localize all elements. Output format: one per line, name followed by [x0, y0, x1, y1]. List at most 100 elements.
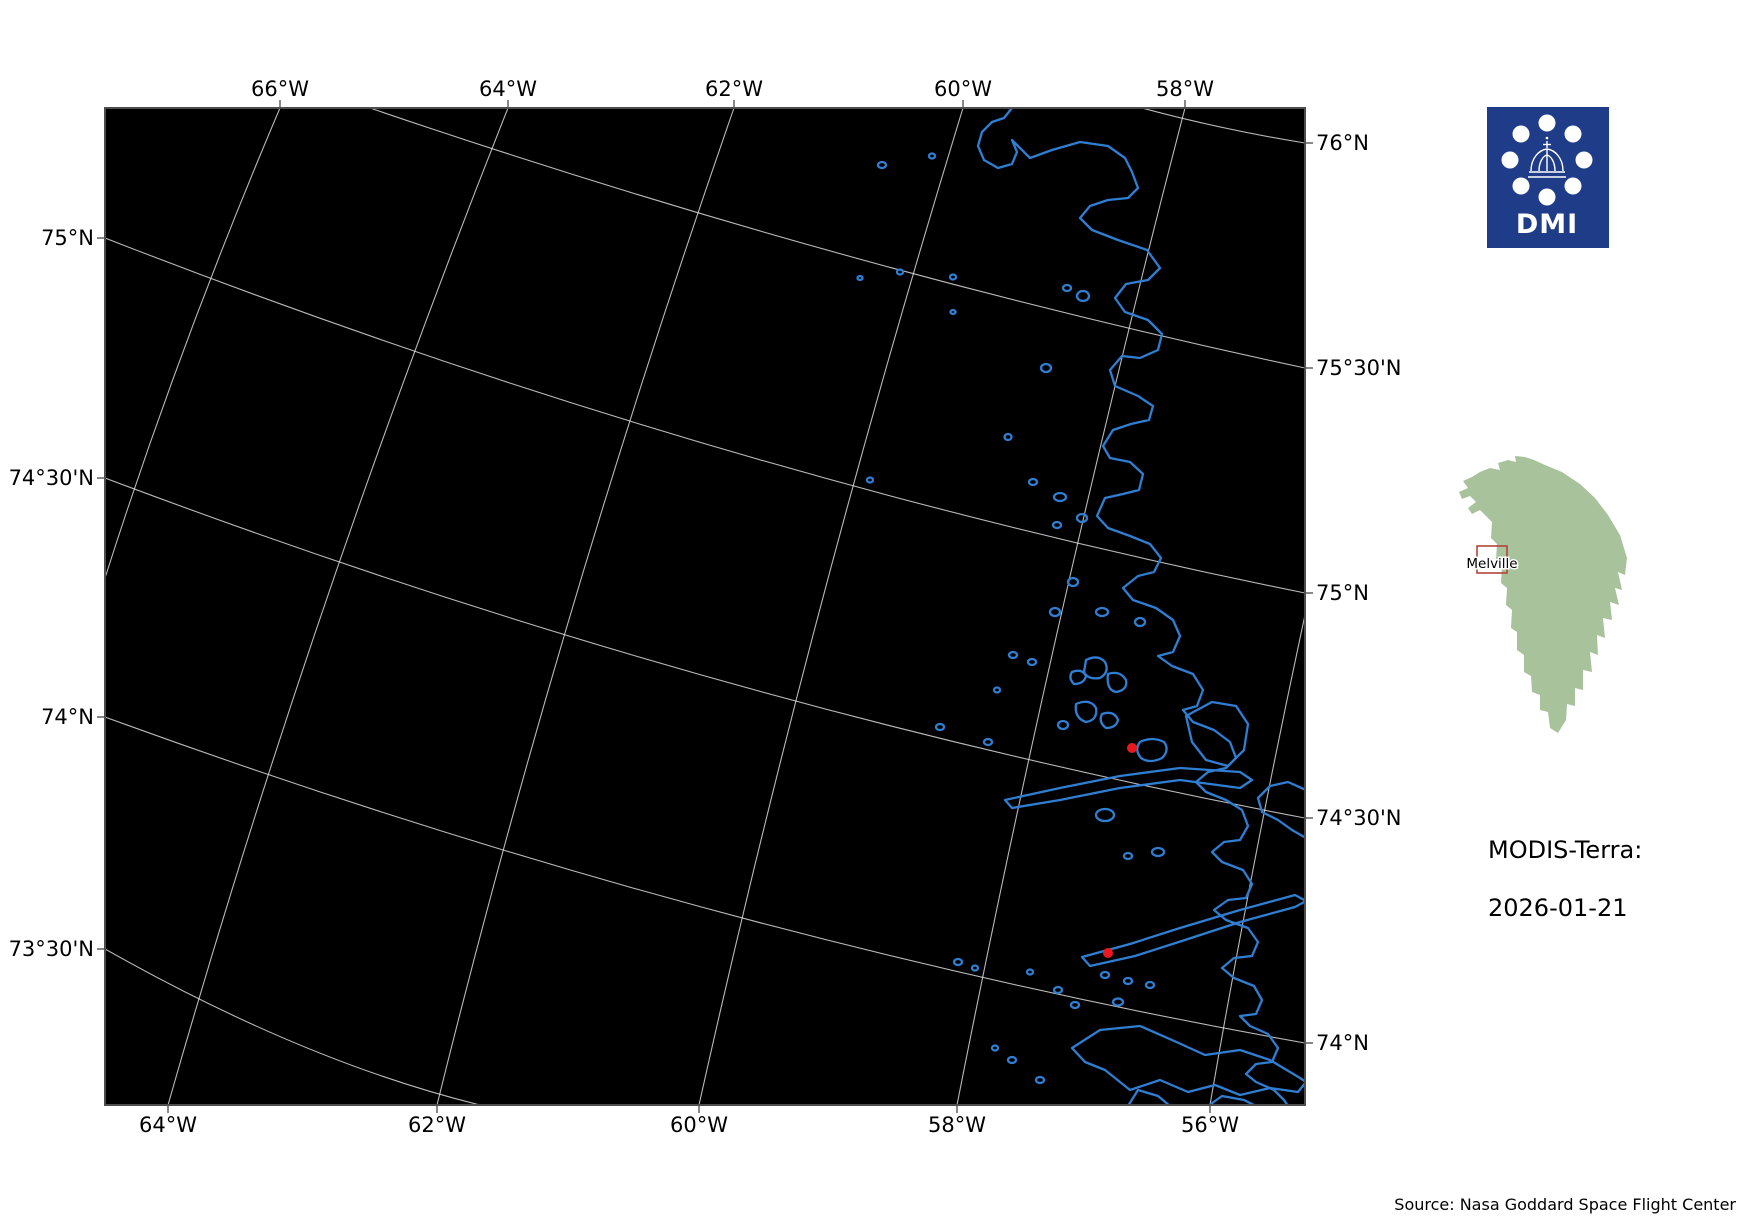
- islet: [1051, 520, 1063, 530]
- islet: [1075, 512, 1089, 524]
- islet: [1039, 362, 1053, 374]
- islet: [1061, 283, 1073, 293]
- parallel-74n: [105, 716, 1305, 1044]
- melville-label: Melville: [1466, 556, 1517, 572]
- parallel-7430n: [105, 477, 1305, 819]
- islet: [1111, 997, 1125, 1007]
- meridian-58w: [956, 108, 1186, 1105]
- islet: [1003, 432, 1013, 442]
- map-background: [105, 108, 1305, 1105]
- meridian-62w: [436, 108, 735, 1105]
- axis-label-top: 66°W: [251, 77, 309, 101]
- axis-label-bottom: 56°W: [1181, 1113, 1239, 1137]
- meridian-60w: [698, 108, 964, 1105]
- product-title: MODIS-Terra:: [1488, 836, 1642, 864]
- parallel-7330n: [105, 948, 481, 1105]
- axis-label-right: 76°N: [1316, 131, 1369, 155]
- island-blob: [1136, 737, 1168, 763]
- axis-label-bottom: 58°W: [928, 1113, 986, 1137]
- product-date: 2026-01-21: [1488, 894, 1627, 922]
- coastline: [856, 108, 1305, 1105]
- islet: [1099, 970, 1111, 980]
- islet: [1069, 1000, 1081, 1010]
- islet: [1025, 968, 1035, 976]
- axis-label-right: 75°30'N: [1316, 356, 1401, 380]
- greenland-inset: Melville: [1459, 456, 1627, 733]
- axis-label-left: 75°N: [41, 226, 94, 250]
- islet: [990, 1044, 1000, 1052]
- axis-label-right: 74°30'N: [1316, 806, 1401, 830]
- axis-label-left: 73°30'N: [9, 937, 94, 961]
- islet: [970, 964, 980, 972]
- parallel-75n: [105, 237, 1305, 594]
- graticule: [105, 108, 1305, 1105]
- islet: [895, 268, 905, 276]
- islet: [1007, 650, 1019, 660]
- islet: [1006, 1055, 1018, 1065]
- island-bottom-mass: [1070, 1024, 1305, 1097]
- islet: [876, 160, 888, 170]
- axis-label-top: 62°W: [705, 77, 763, 101]
- islet: [1034, 1075, 1046, 1085]
- islet: [934, 722, 946, 732]
- island-long-2: [1080, 893, 1305, 968]
- islet: [1144, 980, 1156, 990]
- islet: [952, 957, 964, 967]
- map-border: [104, 107, 1306, 1106]
- axis-label-top: 60°W: [934, 77, 992, 101]
- axis-labels: 66°W 64°W 62°W 60°W 58°W 64°W 62°W 60°W …: [9, 77, 1402, 1137]
- islet: [1075, 289, 1091, 303]
- islet: [1094, 606, 1110, 618]
- island-blob: [1082, 656, 1108, 680]
- coastline-right-edge: [1256, 780, 1305, 839]
- island-long-1: [1003, 766, 1254, 810]
- islet: [982, 737, 994, 747]
- axis-ticks: [97, 100, 1313, 1113]
- islet: [1026, 657, 1038, 667]
- islet: [856, 274, 864, 282]
- axis-label-bottom: 64°W: [139, 1113, 197, 1137]
- axis-label-right: 75°N: [1316, 581, 1369, 605]
- islet: [1122, 851, 1134, 861]
- island-blob: [1069, 669, 1088, 686]
- dmi-logo-dots: [1501, 114, 1593, 206]
- source-credit: Source: Nasa Goddard Space Flight Center: [1394, 1195, 1736, 1214]
- melville-extent-box: [1476, 545, 1508, 574]
- islet: [1150, 846, 1166, 858]
- islet: [1027, 477, 1039, 487]
- islet: [1094, 807, 1116, 823]
- islet: [1056, 719, 1070, 731]
- axis-label-top: 64°W: [479, 77, 537, 101]
- greenland-silhouette: [1459, 456, 1627, 733]
- island-blob: [1106, 671, 1128, 694]
- crown-icon: [1528, 136, 1566, 178]
- parallel-7530n: [369, 108, 1305, 369]
- islet: [948, 273, 958, 281]
- meridian-56w: [1209, 614, 1305, 1105]
- axis-label-top: 58°W: [1156, 77, 1214, 101]
- map-panel: [97, 100, 1313, 1113]
- islet: [865, 476, 875, 484]
- axis-label-bottom: 62°W: [408, 1113, 466, 1137]
- meridian-66w: [105, 108, 281, 579]
- coastline-main: [976, 108, 1289, 1105]
- axis-label-left: 74°N: [41, 705, 94, 729]
- islet: [927, 152, 937, 160]
- islet: [1048, 606, 1062, 618]
- islet: [992, 686, 1002, 694]
- dmi-logo: DMI: [1487, 107, 1609, 248]
- red-markers: [1103, 743, 1137, 958]
- island-blob: [1184, 700, 1250, 768]
- red-marker: [1103, 948, 1113, 958]
- dmi-logo-text: DMI: [1516, 209, 1578, 240]
- red-marker: [1127, 743, 1137, 753]
- island-bottom-edge: [1207, 1094, 1257, 1105]
- parallel-76n: [1141, 108, 1305, 144]
- axis-label-bottom: 60°W: [670, 1113, 728, 1137]
- islet: [1066, 576, 1080, 588]
- islet: [1052, 985, 1064, 995]
- islet: [949, 308, 957, 316]
- island-blob: [1099, 711, 1120, 730]
